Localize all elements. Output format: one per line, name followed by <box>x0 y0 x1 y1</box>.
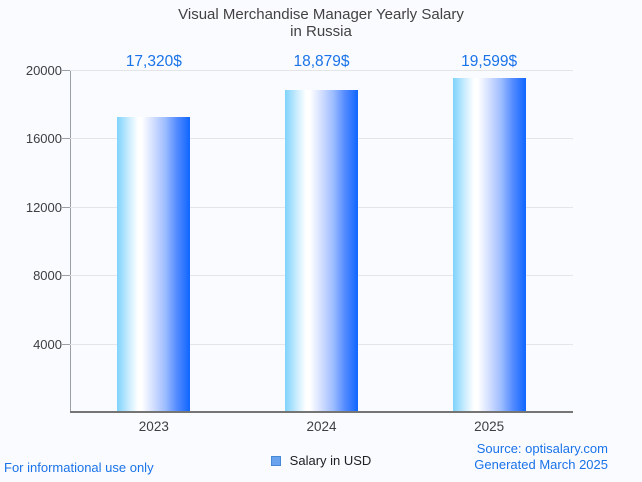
plot-area <box>70 70 573 412</box>
y-tick-label-8000: 8000 <box>33 268 62 284</box>
y-tick-label-12000: 12000 <box>25 199 62 215</box>
x-tick-label-2025: 2025 <box>474 419 505 434</box>
gridline-20000 <box>70 70 573 71</box>
legend-label: Salary in USD <box>289 453 372 468</box>
value-label-2025: 19,599$ <box>461 53 518 70</box>
y-tick-label-4000: 4000 <box>33 336 62 352</box>
generated-date: Generated March 2025 <box>474 457 608 472</box>
chart-subtitle: in Russia <box>290 23 352 40</box>
chart-title-block: Visual Merchandise Manager Yearly Salary… <box>0 6 642 40</box>
legend-swatch-icon <box>270 455 281 466</box>
bar-2024 <box>285 90 358 412</box>
bar-2023 <box>117 116 191 412</box>
y-axis-line <box>70 70 71 412</box>
y-tickmark-8000 <box>62 275 70 277</box>
bar-2025 <box>452 77 526 412</box>
y-tick-label-16000: 16000 <box>25 131 62 147</box>
chart-legend: Salary in USD <box>0 453 642 468</box>
x-axis-baseline <box>70 411 573 413</box>
y-tickmark-16000 <box>62 138 70 140</box>
y-tick-label-20000: 20000 <box>25 63 62 78</box>
source-link[interactable]: Source: optisalary.com <box>476 441 608 456</box>
chart-title: Visual Merchandise Manager Yearly Salary <box>178 6 464 23</box>
value-label-2024: 18,879$ <box>293 53 350 70</box>
x-tick-label-2024: 2024 <box>306 419 337 434</box>
informational-note: For informational use only <box>4 460 154 475</box>
y-tickmark-12000 <box>62 206 70 208</box>
y-tickmark-20000 <box>62 70 70 71</box>
x-tick-label-2023: 2023 <box>138 419 169 434</box>
value-label-2023: 17,320$ <box>125 53 182 70</box>
source-block: Source: optisalary.com Generated March 2… <box>474 441 608 473</box>
y-tickmark-4000 <box>62 343 70 345</box>
